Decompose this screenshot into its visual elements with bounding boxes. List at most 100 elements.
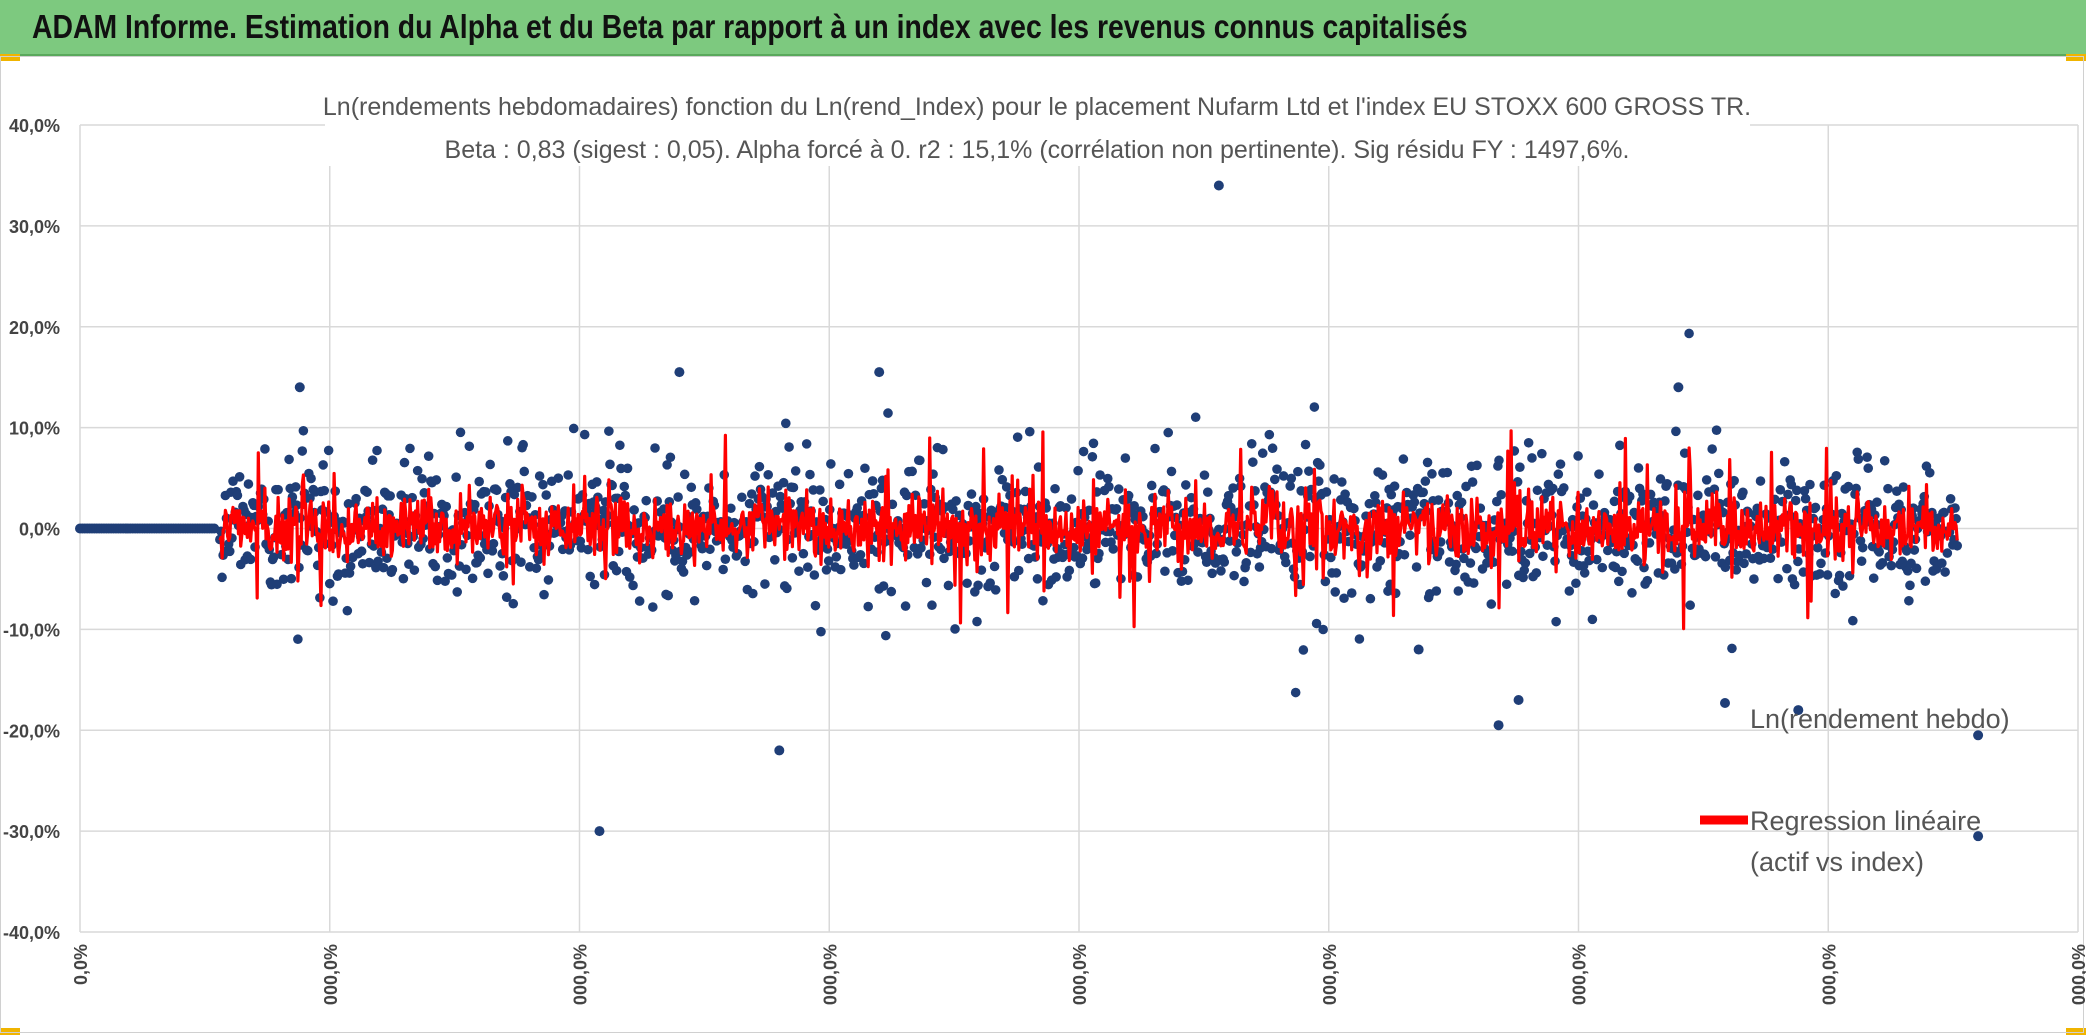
data-point xyxy=(971,501,981,512)
data-point xyxy=(1296,486,1306,496)
data-point xyxy=(939,553,949,564)
data-point xyxy=(1354,634,1365,644)
data-point xyxy=(1456,497,1467,508)
data-point xyxy=(720,554,731,564)
data-point xyxy=(1160,566,1170,577)
data-point xyxy=(483,568,493,579)
data-point xyxy=(1739,558,1749,569)
data-point xyxy=(880,630,891,641)
data-point xyxy=(442,553,453,563)
data-point xyxy=(1329,474,1339,484)
data-point xyxy=(697,543,708,554)
data-point xyxy=(1257,448,1268,459)
data-point xyxy=(1219,557,1230,567)
data-point xyxy=(863,601,874,612)
data-point xyxy=(754,461,765,472)
data-point xyxy=(763,469,774,480)
data-point xyxy=(1001,482,1012,492)
data-point xyxy=(989,561,1000,572)
data-point xyxy=(452,587,463,597)
data-point xyxy=(1228,483,1238,493)
data-point xyxy=(1834,570,1845,581)
data-point xyxy=(417,473,427,484)
data-point xyxy=(1874,546,1884,557)
data-point xyxy=(1945,494,1956,504)
data-point xyxy=(867,476,878,486)
data-point xyxy=(1246,438,1257,449)
data-point xyxy=(1183,575,1193,586)
data-point xyxy=(1427,469,1437,479)
data-point xyxy=(1523,437,1534,448)
data-point xyxy=(495,561,505,571)
data-point xyxy=(650,443,660,453)
data-point xyxy=(245,554,256,565)
data-point xyxy=(1853,454,1864,464)
data-point xyxy=(951,496,961,506)
data-point xyxy=(1905,580,1915,591)
data-point xyxy=(328,596,338,606)
data-point xyxy=(1286,473,1297,484)
data-point xyxy=(286,573,297,584)
data-point xyxy=(1032,574,1043,584)
report-title: ADAM Informe. Estimation du Alpha et du … xyxy=(32,8,1468,45)
data-point xyxy=(921,577,932,588)
data-point xyxy=(553,473,564,483)
data-point xyxy=(485,459,495,470)
data-point xyxy=(1078,446,1089,457)
data-point xyxy=(1202,487,1213,497)
data-point xyxy=(1952,540,1963,551)
data-point xyxy=(915,455,925,466)
data-point xyxy=(663,590,674,601)
data-point xyxy=(620,490,631,501)
data-point xyxy=(1779,456,1790,467)
data-point xyxy=(686,482,697,493)
data-point xyxy=(726,503,736,514)
data-point xyxy=(1020,486,1031,497)
data-point xyxy=(831,552,842,562)
data-point xyxy=(1531,568,1542,578)
data-point xyxy=(563,470,574,480)
data-point xyxy=(1515,462,1525,473)
data-point xyxy=(1685,600,1695,611)
data-point xyxy=(805,469,815,480)
data-point xyxy=(1693,490,1703,501)
data-point xyxy=(748,588,758,599)
data-point xyxy=(855,549,866,560)
legend: Ln(rendement hebdo) Regression linéaire … xyxy=(1700,698,2010,877)
data-point xyxy=(1321,487,1332,497)
data-point xyxy=(976,565,987,575)
data-point xyxy=(619,481,630,492)
data-point xyxy=(1370,490,1380,501)
data-point xyxy=(790,466,801,476)
data-point xyxy=(1111,503,1122,514)
x-tick-label: 000,0% xyxy=(1070,944,1090,1005)
data-point xyxy=(815,485,825,495)
data-point xyxy=(272,579,282,590)
y-tick-label: -30,0% xyxy=(3,822,60,842)
data-point xyxy=(1120,453,1131,463)
data-point xyxy=(843,468,854,479)
y-tick-label: 30,0% xyxy=(9,217,60,237)
data-point xyxy=(1713,468,1724,479)
data-point xyxy=(1609,496,1620,507)
data-point xyxy=(744,498,755,509)
data-point xyxy=(1172,500,1182,510)
data-point xyxy=(1305,551,1315,562)
data-point xyxy=(994,465,1004,475)
legend-marker-scatter xyxy=(1720,698,1730,708)
data-point xyxy=(1494,455,1504,466)
data-point xyxy=(1701,475,1712,485)
data-point xyxy=(297,446,308,456)
data-point xyxy=(372,445,382,456)
data-point xyxy=(821,565,832,575)
data-point xyxy=(1789,579,1800,590)
data-point xyxy=(1738,487,1748,498)
data-point xyxy=(1012,432,1023,442)
data-point xyxy=(1346,588,1357,598)
data-point xyxy=(474,476,485,487)
data-point xyxy=(679,469,690,480)
data-point-outlier xyxy=(674,367,685,378)
data-point xyxy=(1486,599,1497,609)
data-point xyxy=(809,570,820,580)
data-point xyxy=(1591,554,1602,565)
